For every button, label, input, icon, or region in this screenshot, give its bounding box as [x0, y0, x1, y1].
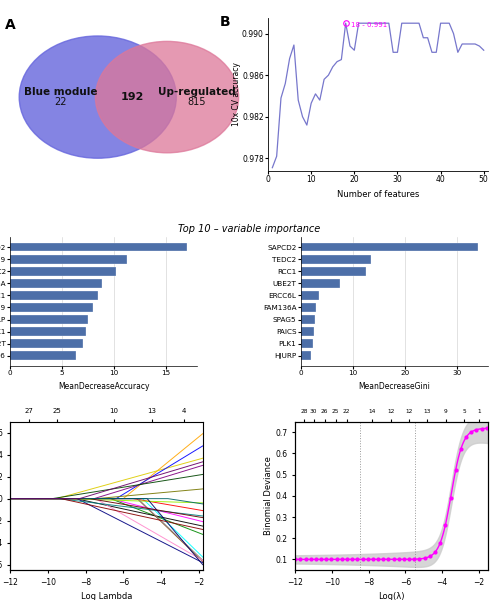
Bar [10, 267, 116, 275]
Text: B: B [220, 15, 230, 29]
Bar [10, 243, 187, 251]
Bar [301, 352, 311, 360]
Bar [301, 255, 371, 263]
Bar [10, 315, 88, 324]
X-axis label: MeanDecreaseGini: MeanDecreaseGini [359, 382, 430, 391]
Text: Blue module: Blue module [24, 87, 98, 97]
Text: Up-regulated: Up-regulated [158, 87, 236, 97]
Bar [301, 339, 313, 348]
Bar [301, 243, 478, 251]
Bar [301, 267, 366, 275]
Text: 22: 22 [55, 97, 67, 107]
Y-axis label: 10x CV accuracy: 10x CV accuracy [232, 62, 241, 127]
Bar [10, 279, 102, 287]
X-axis label: Log Lambda: Log Lambda [81, 592, 132, 600]
Bar [10, 255, 126, 263]
Text: 18 - 0.991: 18 - 0.991 [351, 22, 387, 28]
Y-axis label: Binomial Deviance: Binomial Deviance [264, 457, 273, 535]
Text: 815: 815 [188, 97, 206, 107]
Bar [301, 303, 316, 312]
Bar [301, 327, 314, 336]
Bar [10, 291, 99, 300]
Circle shape [96, 41, 239, 153]
Bar [301, 315, 315, 324]
Bar [301, 291, 319, 300]
Text: Top 10 – variable importance: Top 10 – variable importance [178, 224, 320, 234]
Text: 192: 192 [121, 92, 144, 102]
Text: A: A [5, 18, 16, 32]
Bar [10, 303, 93, 312]
Bar [10, 327, 86, 336]
Bar [301, 279, 340, 287]
X-axis label: MeanDecreaseAccuracy: MeanDecreaseAccuracy [58, 382, 149, 391]
Bar [10, 339, 83, 348]
X-axis label: Number of features: Number of features [337, 190, 419, 199]
Bar [10, 352, 76, 360]
X-axis label: Log(λ): Log(λ) [378, 592, 405, 600]
Circle shape [19, 36, 176, 158]
